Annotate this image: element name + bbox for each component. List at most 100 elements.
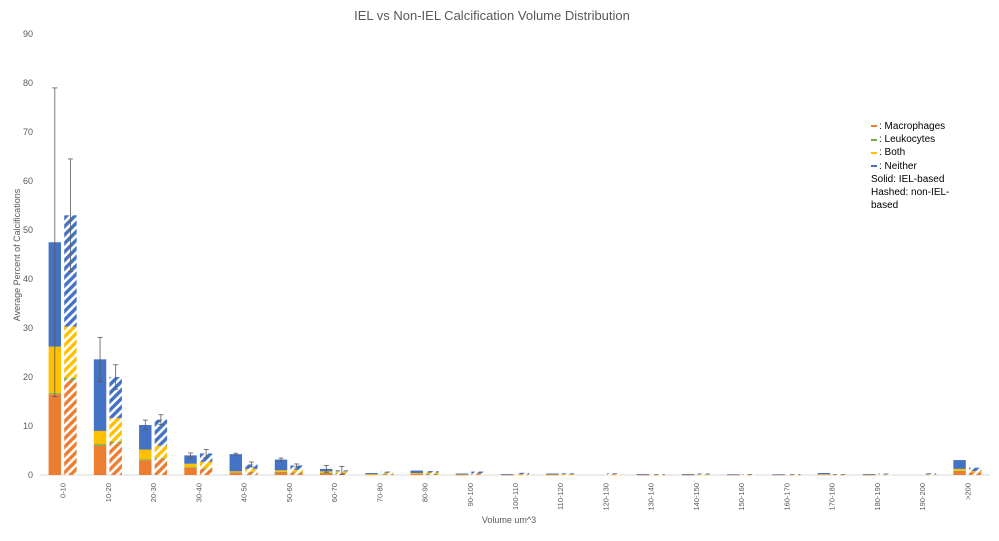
bar-non-iel-neither — [154, 419, 168, 446]
bar-iel-both — [953, 468, 966, 471]
bar-non-iel-both — [471, 473, 484, 475]
neither-swatch — [871, 164, 877, 167]
bar-non-iel-both — [199, 461, 213, 469]
y-tick-label: 10 — [23, 421, 33, 431]
bar-non-iel-macrophages — [426, 474, 439, 475]
bar-iel-leukocytes — [274, 471, 288, 473]
bar-iel-leukocytes — [953, 470, 966, 472]
bar-non-iel-leukocytes — [290, 472, 303, 473]
leukocytes-swatch — [871, 138, 877, 141]
y-tick-label: 20 — [23, 372, 33, 382]
x-tick-label: 130-140 — [647, 483, 656, 511]
bar-non-iel-macrophages — [199, 468, 213, 475]
bar-iel-neither — [953, 460, 966, 469]
x-tick-label: 170-180 — [828, 483, 837, 511]
bar-iel-neither — [817, 473, 831, 475]
x-tick-label: >200 — [963, 483, 972, 500]
x-tick-label: 80-90 — [421, 483, 430, 502]
bar-non-iel-leukocytes — [245, 471, 258, 473]
bar-non-iel-macrophages — [380, 474, 394, 475]
bar-non-iel-neither — [290, 465, 303, 470]
bar-non-iel-both — [788, 474, 801, 476]
y-axis-label: Average Percent of Calcifications — [12, 188, 22, 321]
bar-non-iel-macrophages — [64, 380, 77, 475]
x-axis-label: Volume um^3 — [482, 515, 536, 525]
bar-non-iel-both — [109, 418, 122, 442]
bar-non-iel-both — [742, 474, 756, 476]
bar-iel-neither — [727, 474, 740, 475]
bar-non-iel-macrophages — [109, 443, 122, 475]
bar-non-iel-both — [561, 474, 575, 475]
bar-iel-both — [229, 471, 242, 473]
x-tick-label: 190-200 — [918, 483, 927, 511]
bar-non-iel-macrophages — [290, 472, 303, 475]
bar-non-iel-macrophages — [154, 458, 168, 475]
bar-non-iel-both — [290, 469, 303, 473]
y-tick-label: 60 — [23, 176, 33, 186]
bar-iel-macrophages — [93, 445, 107, 475]
x-tick-label: 160-170 — [782, 483, 791, 511]
chart-title: IEL vs Non-IEL Calcification Volume Dist… — [354, 8, 630, 23]
bar-non-iel-neither — [788, 474, 801, 475]
y-tick-label: 70 — [23, 127, 33, 137]
bar-non-iel-both — [516, 474, 530, 475]
bar-non-iel-macrophages — [516, 474, 530, 476]
x-tick-label: 100-110 — [511, 483, 520, 510]
bar-iel-neither — [681, 474, 695, 475]
legend-solid-note: Solid: IEL-based — [871, 173, 945, 185]
macrophages-swatch — [871, 125, 877, 128]
bar-iel-macrophages — [953, 471, 966, 475]
bar-iel-macrophages — [862, 474, 876, 476]
bar-iel-macrophages — [139, 460, 152, 475]
bar-non-iel-both — [154, 445, 168, 458]
bar-non-iel-neither — [697, 473, 710, 475]
bar-iel-macrophages — [274, 472, 288, 475]
bar-iel-both — [184, 463, 197, 468]
y-tick-label: 50 — [23, 225, 33, 235]
y-tick-label: 30 — [23, 323, 33, 333]
bar-iel-macrophages — [365, 474, 378, 476]
y-tick-label: 0 — [28, 470, 33, 480]
bar-iel-both — [546, 474, 559, 476]
legend-label-both: : Both — [879, 147, 906, 159]
bar-iel-both — [365, 474, 378, 475]
bar-non-iel-macrophages — [607, 474, 620, 476]
x-tick-label: 180-190 — [873, 483, 882, 511]
bar-iel-macrophages — [727, 474, 740, 476]
bar-non-iel-macrophages — [245, 472, 258, 475]
bar-iel-neither — [184, 455, 197, 464]
bar-non-iel-neither — [471, 471, 484, 474]
bar-iel-macrophages — [636, 474, 650, 476]
x-tick-label: 70-80 — [375, 483, 384, 502]
x-tick-label: 50-60 — [285, 483, 294, 502]
bar-non-iel-neither — [652, 474, 665, 475]
bar-iel-both — [455, 474, 469, 476]
bar-non-iel-both — [245, 468, 258, 472]
bar-non-iel-macrophages — [471, 474, 484, 475]
x-tick-label: 120-130 — [601, 483, 610, 511]
bar-iel-macrophages — [229, 472, 242, 475]
bar-iel-both — [139, 449, 152, 460]
legend: : Macrophages : Leukocytes : Both : Neit… — [871, 120, 986, 212]
bar-iel-neither — [455, 473, 469, 475]
legend-label-macrophages: : Macrophages — [879, 121, 946, 132]
bar-iel-neither — [274, 459, 288, 471]
bar-iel-neither — [500, 474, 514, 475]
bar-iel-macrophages — [48, 394, 62, 475]
bar-non-iel-neither — [516, 472, 530, 475]
legend-label-neither: : Neither — [879, 160, 917, 172]
bar-iel-neither — [410, 470, 423, 474]
x-tick-label: 140-150 — [692, 483, 701, 511]
legend-item-macrophages: : Macrophages — [871, 120, 986, 133]
bar-non-iel-both — [968, 471, 982, 473]
bar-iel-neither — [546, 473, 559, 475]
x-tick-label: 20-30 — [149, 483, 158, 502]
bar-non-iel-neither — [923, 473, 937, 475]
bar-iel-macrophages — [681, 474, 695, 476]
bar-non-iel-leukocytes — [380, 473, 394, 475]
bar-non-iel-neither — [380, 471, 394, 473]
bar-iel-macrophages — [772, 474, 785, 476]
bar-iel-neither — [862, 474, 876, 475]
bar-non-iel-both — [607, 474, 620, 475]
